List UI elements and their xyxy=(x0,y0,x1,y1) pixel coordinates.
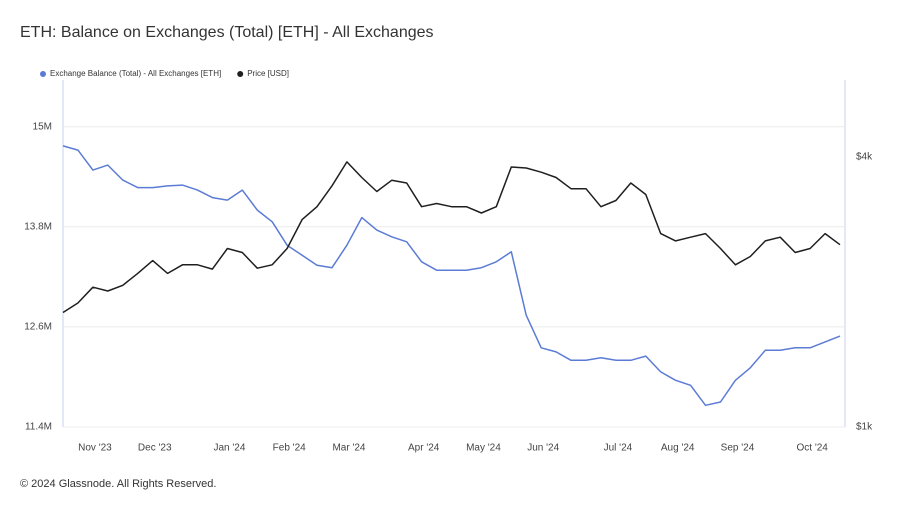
line xyxy=(62,161,841,314)
x-tick-label: Sep '24 xyxy=(721,443,755,454)
y2-tick-label: $4k xyxy=(856,152,873,163)
legend-label: Exchange Balance (Total) - All Exchanges… xyxy=(50,69,221,78)
line xyxy=(62,145,841,407)
y-tick-label: 11.4M xyxy=(25,422,52,433)
x-tick-label: Feb '24 xyxy=(273,443,306,454)
y2-tick-label: $1k xyxy=(856,422,873,433)
footer: © 2024 Glassnode. All Rights Reserved. xyxy=(20,478,216,490)
x-tick-label: Apr '24 xyxy=(408,443,440,454)
legend-marker xyxy=(237,71,244,77)
x-tick-label: May '24 xyxy=(466,443,501,454)
x-tick-label: Dec '23 xyxy=(138,443,172,454)
y-tick-label: 15M xyxy=(33,121,52,132)
chart-title: ETH: Balance on Exchanges (Total) [ETH] … xyxy=(20,24,434,41)
y-tick-label: 13.8M xyxy=(24,221,52,232)
legend-marker xyxy=(40,71,46,77)
x-tick-label: Jul '24 xyxy=(604,443,633,454)
y-tick-label: 12.6M xyxy=(24,322,52,333)
x-tick-label: Nov '23 xyxy=(78,443,112,454)
x-tick-label: Oct '24 xyxy=(796,443,828,454)
x-tick-label: Jun '24 xyxy=(527,443,559,454)
x-tick-label: Mar '24 xyxy=(332,443,365,454)
legend-label: Price [USD] xyxy=(247,69,289,78)
x-tick-label: Jan '24 xyxy=(213,443,245,454)
x-tick-label: Aug '24 xyxy=(661,443,695,454)
